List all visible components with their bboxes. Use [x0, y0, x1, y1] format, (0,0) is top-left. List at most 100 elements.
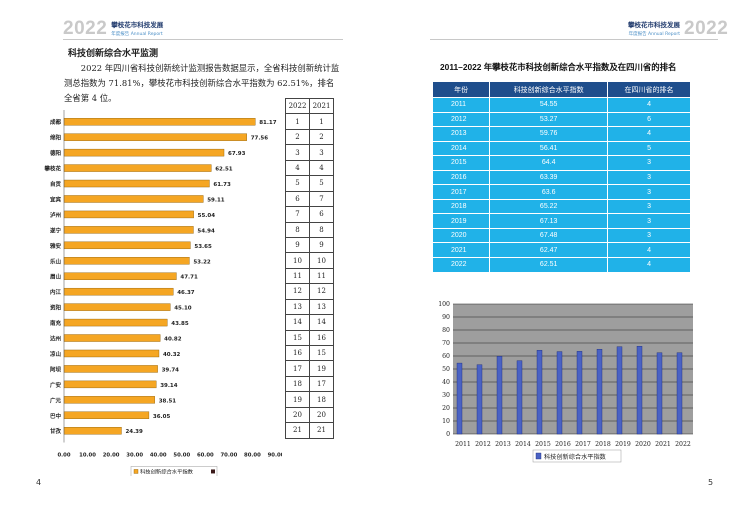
year-cell: 2012: [431, 111, 491, 128]
table-row: 2016 63.39 3: [431, 169, 691, 186]
header-divider: [430, 39, 718, 40]
report-year: 2022: [63, 18, 108, 39]
y-tick-label: 20: [442, 405, 450, 412]
category-label: 南充: [50, 319, 62, 327]
table-title: 2011–2022 年攀枝花市科技创新综合水平指数及在四川省的排名: [440, 62, 677, 72]
rank-2022-cell: 20: [285, 406, 310, 424]
category-label: 巴中: [50, 412, 62, 420]
category-label: 雅安: [49, 242, 62, 250]
table-row: 2020 67.48 3: [431, 227, 691, 244]
rank-2022-cell: 21: [285, 422, 310, 439]
category-label: 广安: [50, 381, 62, 389]
y-tick-label: 40: [442, 379, 450, 386]
column: [536, 350, 543, 435]
data-label: 61.73: [213, 182, 231, 188]
bar: [63, 179, 210, 188]
rank-2021-cell: 10: [309, 252, 334, 269]
year-cell: 2016: [431, 169, 491, 186]
bar: [63, 287, 174, 296]
data-label: 81.17: [259, 120, 277, 126]
rank-row: 16 15: [285, 344, 334, 362]
chart-legend: 科技创新综合水平指数: [130, 466, 218, 476]
bar: [63, 164, 212, 172]
bar: [63, 118, 256, 126]
year-cell: 2011: [431, 97, 491, 113]
table-row: 2015 64.4 3: [431, 155, 691, 171]
column: [456, 362, 463, 435]
index-cell: 65.22: [489, 198, 609, 215]
index-cell: 54.55: [489, 97, 609, 113]
x-tick-label: 70.00: [221, 452, 238, 458]
y-tick-label: 30: [442, 392, 450, 399]
x-tick-label: 2013: [495, 441, 511, 448]
y-tick-label: 90: [442, 314, 450, 321]
x-tick-label: 10.00: [79, 452, 96, 458]
bar: [63, 349, 160, 358]
x-tick-label: 20.00: [103, 452, 120, 458]
column: [556, 351, 563, 435]
rank-2021-cell: 4: [309, 159, 334, 177]
rank-2022-cell: 3: [285, 144, 310, 161]
rank-2022-cell: 19: [285, 391, 310, 408]
rank-cell: 3: [607, 155, 691, 171]
category-label: 凉山: [50, 350, 62, 358]
x-tick-label: 60.00: [197, 452, 214, 458]
rank-2021-cell: 13: [309, 298, 334, 316]
data-label: 40.32: [163, 352, 181, 358]
data-label: 53.22: [193, 259, 211, 265]
rank-2022-cell: 6: [285, 190, 310, 208]
rank-2022-cell: 1: [285, 113, 310, 130]
page-number-right: 5: [708, 478, 714, 487]
x-tick-label: 2017: [575, 441, 591, 448]
rank-cell: 3: [607, 227, 691, 244]
chart-legend: 科技创新综合水平指数: [532, 449, 622, 463]
rank-2021-cell: 8: [309, 221, 334, 238]
bar: [63, 365, 158, 373]
legend-box: [532, 449, 622, 463]
bar: [63, 210, 194, 219]
bar: [63, 257, 190, 265]
category-label: 自贡: [50, 180, 62, 188]
rank-header-2021: 2021: [309, 97, 334, 115]
rank-row: 12 12: [285, 283, 334, 300]
report-subtitle: 年度报告 Annual Report: [111, 32, 163, 37]
legend-label: 科技创新综合水平指数: [140, 467, 194, 475]
data-label: 47.71: [180, 275, 198, 281]
data-label: 53.65: [194, 244, 212, 250]
rank-header-2022: 2022: [285, 97, 310, 115]
table-row: 2017 63.6 3: [431, 184, 691, 200]
data-label: 46.37: [177, 290, 195, 296]
x-tick-label: 40.00: [150, 452, 167, 458]
index-cell: 67.13: [489, 213, 609, 229]
rank-2021-cell: 17: [309, 375, 334, 393]
rank-row: 15 16: [285, 329, 334, 347]
x-tick-label: 2011: [455, 441, 471, 448]
category-label: 阿坝: [50, 365, 62, 373]
bar: [63, 133, 247, 141]
rank-2021-cell: 9: [309, 236, 334, 254]
category-label: 宜宾: [50, 195, 62, 203]
rank-2022-cell: 11: [285, 267, 310, 285]
data-label: 55.04: [198, 213, 216, 219]
rank-2021-cell: 6: [309, 206, 334, 223]
legend-label: 科技创新综合水平指数: [544, 453, 607, 461]
rank-2021-cell: 20: [309, 406, 334, 424]
column: [476, 364, 483, 435]
year-cell: 2014: [431, 140, 491, 157]
rank-2022-cell: 16: [285, 344, 310, 362]
data-label: 38.51: [159, 398, 177, 404]
data-label: 24.39: [125, 429, 143, 435]
rank-2021-cell: 2: [309, 128, 334, 146]
left-page-header: 2022 攀枝花市科技发展 年度报告 Annual Report: [63, 18, 167, 40]
x-tick-label: 50.00: [173, 452, 190, 458]
table-row: 2022 62.51 4: [431, 257, 691, 273]
data-label: 45.10: [174, 306, 192, 312]
report-title: 攀枝花市科技发展: [628, 21, 680, 29]
index-cell: 59.76: [489, 126, 609, 142]
bar: [63, 334, 161, 342]
year-cell: 2021: [431, 242, 491, 259]
index-cell: 56.41: [489, 140, 609, 157]
